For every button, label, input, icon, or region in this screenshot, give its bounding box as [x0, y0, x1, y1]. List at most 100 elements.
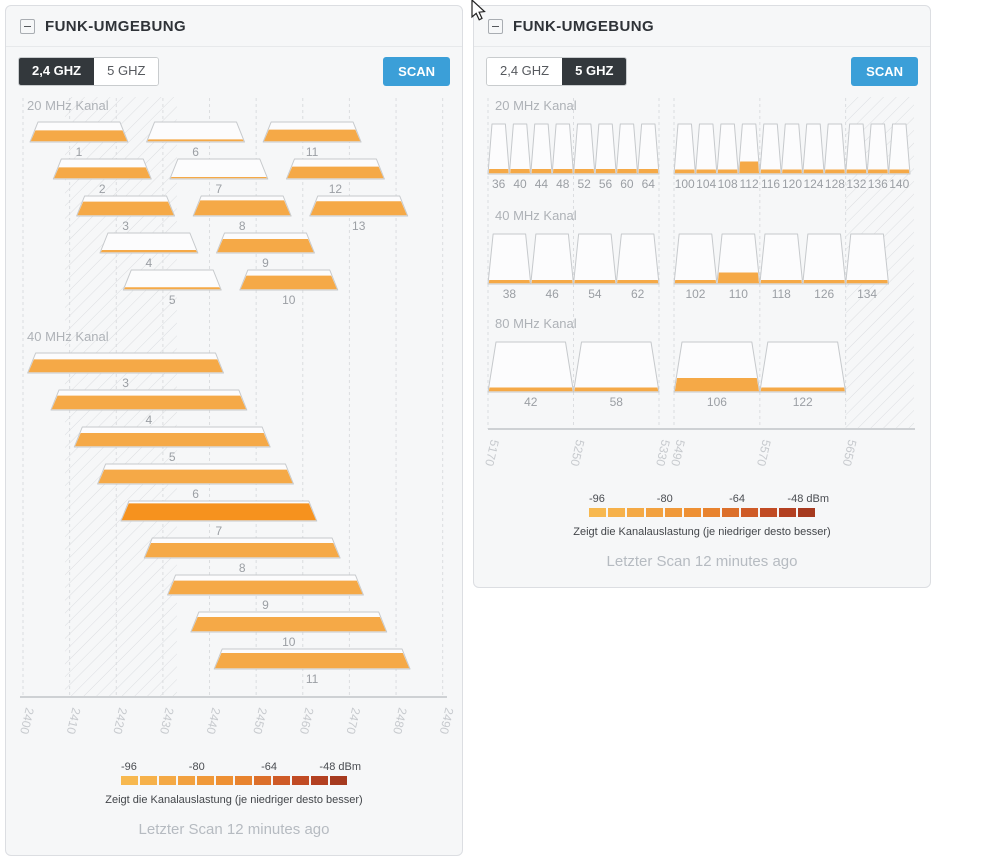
section-title: 40 MHz Kanal [27, 329, 109, 344]
legend-color-segment [760, 508, 777, 517]
rf-environment-panel-24ghz: FUNK-UMGEBUNG 2,4 GHZ 5 GHZ SCAN 2400 241… [5, 5, 463, 856]
channel-utilization-fill-104 [696, 169, 717, 174]
channel-label: 7 [216, 182, 223, 196]
channel-utilization-fill-128 [824, 169, 845, 174]
legend-color-segment [798, 508, 815, 517]
channel-label: 5 [169, 293, 176, 307]
axis-tick-label: 5650 [840, 438, 860, 467]
channel-label: 116 [761, 177, 780, 191]
channel-label: 54 [588, 287, 602, 301]
axis-tick-label: 2430 [157, 706, 177, 735]
channel-label: 136 [868, 177, 888, 191]
channel-label: 6 [192, 487, 199, 501]
rf-environment-panel-5ghz: FUNK-UMGEBUNG 2,4 GHZ 5 GHZ SCAN 5170 525… [473, 5, 931, 588]
channel-label: 10 [282, 635, 296, 649]
channel-label: 40 [513, 177, 527, 191]
legend-label: -48 dBm [787, 493, 829, 505]
channel-trapezoid-122 [759, 341, 847, 393]
channel-utilization-fill-4 [100, 250, 198, 253]
channel-trapezoid-116 [759, 123, 782, 175]
channel-label: 3 [122, 376, 129, 390]
channel-utilization-fill-126 [803, 280, 845, 284]
panel-title: FUNK-UMGEBUNG [513, 18, 655, 35]
channel-utilization-fill-42 [488, 387, 573, 392]
channel-utilization-fill-2 [54, 167, 151, 179]
rf-chart-5ghz: 5170 5250 5330 5490 5570 5650 20 MHz Kanal 36 40… [474, 92, 930, 489]
controls-row: 2,4 GHZ 5 GHZ SCAN [474, 47, 930, 88]
tab-24ghz[interactable]: 2,4 GHZ [487, 58, 563, 85]
channel-label: 108 [718, 177, 738, 191]
channel-utilization-fill-112 [739, 161, 760, 174]
channel-utilization-fill-9 [217, 239, 314, 253]
legend-color-segment [121, 776, 138, 785]
channel-label: 4 [146, 413, 153, 427]
channel-trapezoid-124 [802, 123, 825, 175]
legend-label: -96 [121, 761, 137, 773]
channel-trapezoid-36 [487, 123, 510, 175]
legend-color-segment [646, 508, 663, 517]
channel-utilization-fill-10 [191, 617, 386, 632]
scan-button[interactable]: SCAN [851, 57, 918, 86]
channel-label: 12 [329, 182, 343, 196]
rf-chart-24ghz: 2400 2410 2420 2430 2440 2450 2460 2470 2480 2490… [6, 92, 462, 757]
channel-label: 58 [610, 395, 624, 409]
legend-label: -80 [188, 761, 205, 773]
channel-trapezoid-40 [508, 123, 532, 175]
last-scan-status: Letzter Scan 12 minutes ago [606, 553, 798, 570]
legend-color-segment [608, 508, 625, 517]
legend-color-segment [178, 776, 195, 785]
channel-utilization-fill-136 [867, 169, 888, 174]
collapse-icon[interactable] [488, 19, 503, 34]
legend-color-bar [121, 776, 347, 785]
legend-color-segment [311, 776, 328, 785]
channel-label: 11 [306, 145, 319, 159]
channel-utilization-fill-120 [782, 169, 802, 174]
axis-tick-label: 2400 [17, 706, 37, 735]
tab-24ghz[interactable]: 2,4 GHZ [19, 58, 95, 85]
rf-chart-svg: 2400 2410 2420 2430 2440 2450 2460 2470 2480 2490… [17, 97, 456, 736]
channel-utilization-fill-38 [488, 280, 530, 284]
channel-utilization-fill-52 [574, 169, 595, 174]
axis-tick-label: 2470 [343, 706, 363, 735]
legend-color-segment [254, 776, 271, 785]
channel-label: 48 [556, 177, 570, 191]
legend-color-segment [741, 508, 758, 517]
axis-tick-label: 5570 [754, 438, 774, 467]
scan-button[interactable]: SCAN [383, 57, 450, 86]
channel-label: 38 [503, 287, 517, 301]
legend-color-segment [140, 776, 157, 785]
section-title: 80 MHz Kanal [495, 316, 577, 331]
legend-label: -64 [729, 493, 746, 505]
axis-tick-label: 5250 [567, 438, 587, 467]
channel-utilization-fill-5 [75, 433, 270, 447]
legend-color-segment [627, 508, 644, 517]
axis-tick-label: 2460 [297, 706, 317, 735]
channel-trapezoid-42 [487, 341, 574, 393]
channel-utilization-fill-7 [121, 503, 316, 521]
band-tab-group: 2,4 GHZ 5 GHZ [18, 57, 160, 86]
legend-color-segment [197, 776, 214, 785]
channel-label: 7 [216, 524, 223, 538]
legend-color-segment [722, 508, 739, 517]
channel-utilization-fill-60 [617, 169, 637, 174]
channel-label: 118 [772, 287, 791, 301]
channel-utilization-fill-3 [28, 359, 223, 373]
last-scan-status: Letzter Scan 12 minutes ago [138, 821, 330, 838]
channel-trapezoid-52 [573, 123, 596, 175]
channel-utilization-fill-8 [145, 543, 340, 558]
channel-trapezoid-100 [673, 123, 696, 175]
channel-label: 8 [239, 561, 246, 575]
channel-trapezoid-7 [169, 158, 269, 180]
channel-utilization-fill-4 [51, 395, 247, 410]
tab-5ghz[interactable]: 5 GHZ [562, 58, 627, 85]
axis-tick-label: 5490 [668, 438, 688, 467]
channel-trapezoid-132 [845, 123, 868, 175]
legend-label: -96 [589, 493, 605, 505]
tab-5ghz[interactable]: 5 GHZ [94, 58, 159, 85]
collapse-icon[interactable] [20, 19, 35, 34]
legend-color-segment [703, 508, 720, 517]
channel-label: 62 [631, 287, 645, 301]
channel-trapezoid-108 [716, 123, 739, 175]
channel-utilization-fill-134 [846, 280, 888, 284]
